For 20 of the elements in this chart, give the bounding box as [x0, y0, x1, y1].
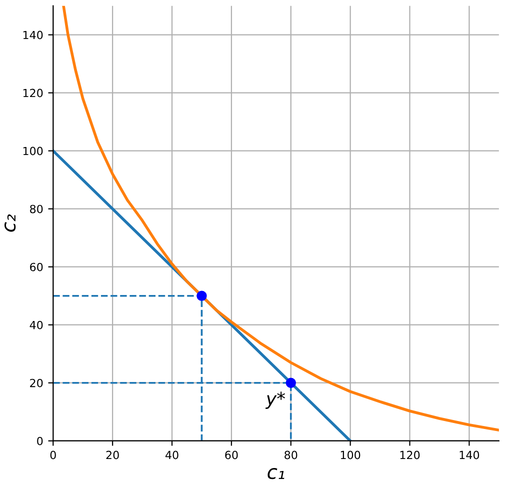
x-tick-label: 100 — [340, 450, 360, 460]
x-tick-label: 60 — [225, 450, 238, 460]
y-tick-label: 120 — [23, 88, 43, 98]
annotation: y* — [265, 392, 286, 409]
x-tick-label: 40 — [165, 450, 178, 460]
y-tick-label: 140 — [23, 30, 43, 40]
x-tick-label: 20 — [106, 450, 119, 460]
y-tick-label: 80 — [30, 204, 43, 214]
y-tick-label: 40 — [30, 320, 43, 330]
x-tick-label: 140 — [460, 450, 480, 460]
y-tick-label: 20 — [30, 378, 43, 388]
y-tick-label: 100 — [23, 146, 43, 156]
x-tick-label: 0 — [50, 450, 56, 460]
x-tick-label: 80 — [284, 450, 298, 460]
y-axis-title: c₂ — [4, 214, 16, 232]
x-tick-label: 120 — [400, 450, 420, 460]
y-tick-label: 0 — [37, 436, 43, 446]
line-series — [62, 6, 499, 432]
y-tick-label: 60 — [30, 262, 43, 272]
x-axis-title: c₁ — [268, 468, 284, 480]
